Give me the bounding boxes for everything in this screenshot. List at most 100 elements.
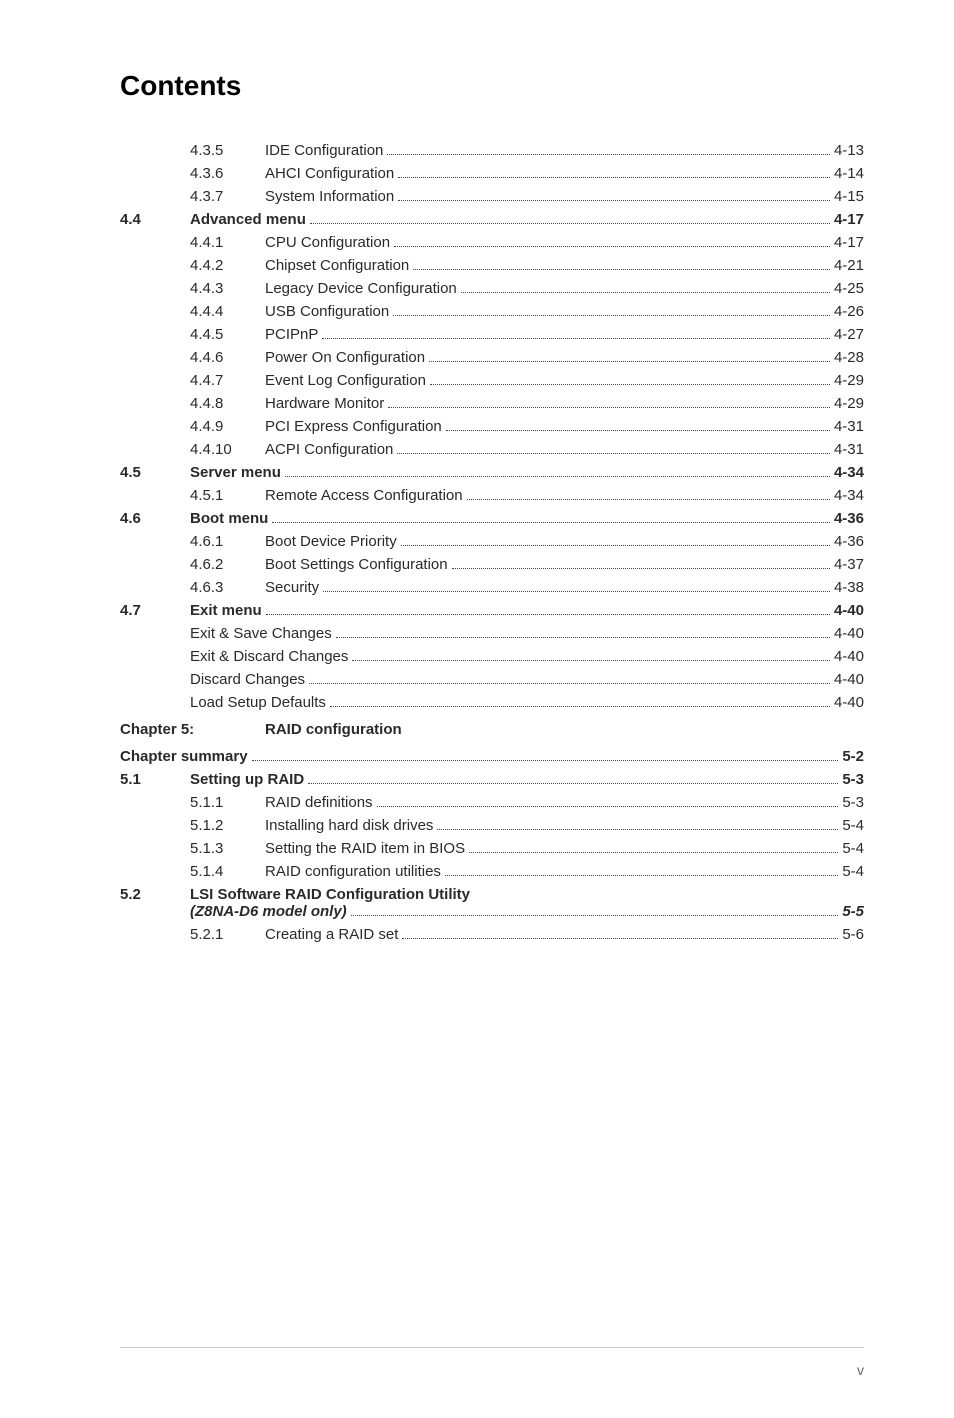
toc-row: 5.1.4RAID configuration utilities 5-4 (120, 863, 864, 880)
toc-container: 4.3.5IDE Configuration 4-134.3.6AHCI Con… (120, 142, 864, 943)
page-ref: 5-3 (842, 794, 864, 811)
section-number: 4.6 (120, 510, 190, 527)
sub-number: 4.4.9 (190, 418, 265, 435)
toc-row: 4.4.10ACPI Configuration 4-31 (120, 441, 864, 458)
page-ref: 4-29 (834, 372, 864, 389)
leader-dots (430, 384, 830, 385)
page-ref: 4-34 (834, 464, 864, 481)
page-title: Contents (120, 70, 864, 102)
page-ref: 5-2 (842, 748, 864, 765)
toc-row: 4.4Advanced menu 4-17 (120, 211, 864, 228)
chapter-label: Chapter 5: (120, 721, 265, 738)
leader-dots (310, 223, 830, 224)
leader-dots (413, 269, 830, 270)
page-ref: 4-27 (834, 326, 864, 343)
sub-title: CPU Configuration (265, 234, 390, 251)
leader-dots (398, 200, 830, 201)
sub-number: 4.6.2 (190, 556, 265, 573)
leader-dots (445, 875, 838, 876)
section-title: Advanced menu (190, 211, 306, 228)
leader-dots (393, 315, 830, 316)
sub-number: 4.6.1 (190, 533, 265, 550)
sub-title: Hardware Monitor (265, 395, 384, 412)
page-ref: 4-15 (834, 188, 864, 205)
page-ref: 4-29 (834, 395, 864, 412)
page-ref: 4-17 (834, 211, 864, 228)
leader-dots (323, 591, 830, 592)
toc-row: 4.4.9PCI Express Configuration 4-31 (120, 418, 864, 435)
leader-dots (266, 614, 830, 615)
section-title: Exit menu (190, 602, 262, 619)
toc-row: 5.1.3Setting the RAID item in BIOS 5-4 (120, 840, 864, 857)
sub-number: 5.2.1 (190, 926, 265, 943)
page-ref: 4-38 (834, 579, 864, 596)
page-ref: 4-25 (834, 280, 864, 297)
sub-title: Remote Access Configuration (265, 487, 463, 504)
sub-number: 4.4.2 (190, 257, 265, 274)
chapter-heading: Chapter 5:RAID configuration (120, 721, 864, 738)
sub-title: Creating a RAID set (265, 926, 398, 943)
leader-dots (336, 637, 830, 638)
page-ref: 5-4 (842, 817, 864, 834)
leader-dots (308, 783, 838, 784)
toc-row: 5.1.1RAID definitions 5-3 (120, 794, 864, 811)
section-title-line1: LSI Software RAID Configuration Utility (190, 886, 470, 903)
sub-number: 4.3.6 (190, 165, 265, 182)
page-ref: 4-36 (834, 510, 864, 527)
sub-title: Power On Configuration (265, 349, 425, 366)
leader-dots (252, 760, 839, 761)
sub-number: 4.4.3 (190, 280, 265, 297)
sub-number: 4.3.7 (190, 188, 265, 205)
section-title: Server menu (190, 464, 281, 481)
page-ref: 4-31 (834, 441, 864, 458)
toc-row: 4.4.8Hardware Monitor 4-29 (120, 395, 864, 412)
toc-row: 5.1Setting up RAID 5-3 (120, 771, 864, 788)
sub-number: 4.4.10 (190, 441, 265, 458)
page-ref: 4-40 (834, 671, 864, 688)
section-number: 4.5 (120, 464, 190, 481)
leader-dots (394, 246, 830, 247)
section-title: Setting up RAID (190, 771, 304, 788)
page-ref: 5-6 (842, 926, 864, 943)
sub-number: 4.5.1 (190, 487, 265, 504)
sub-title: AHCI Configuration (265, 165, 394, 182)
leader-dots (469, 852, 838, 853)
toc-row: 4.6.2Boot Settings Configuration 4-37 (120, 556, 864, 573)
page-ref: 4-36 (834, 533, 864, 550)
toc-row: 4.4.1CPU Configuration 4-17 (120, 234, 864, 251)
page-ref: 4-40 (834, 602, 864, 619)
page-ref: 5-3 (842, 771, 864, 788)
leader-dots (387, 154, 830, 155)
leader-dots (398, 177, 830, 178)
sub-title: Security (265, 579, 319, 596)
section-title: Boot menu (190, 510, 268, 527)
page-ref: 4-31 (834, 418, 864, 435)
sub-title: RAID configuration utilities (265, 863, 441, 880)
leader-dots (397, 453, 830, 454)
page-ref: 4-40 (834, 694, 864, 711)
toc-row: 4.6Boot menu 4-36 (120, 510, 864, 527)
sub-number: 5.1.4 (190, 863, 265, 880)
toc-row: 4.5Server menu 4-34 (120, 464, 864, 481)
leader-dots (322, 338, 830, 339)
toc-row: Exit & Discard Changes 4-40 (120, 648, 864, 665)
toc-row: 5.1.2Installing hard disk drives 5-4 (120, 817, 864, 834)
leader-dots (351, 915, 839, 916)
sub-number: 5.1.3 (190, 840, 265, 857)
toc-row: 4.3.6AHCI Configuration 4-14 (120, 165, 864, 182)
page-ref: 4-34 (834, 487, 864, 504)
leader-dots (467, 499, 830, 500)
section-title-line2: (Z8NA-D6 model only) (190, 903, 347, 920)
footer-line (120, 1347, 864, 1348)
toc-row: 4.4.6Power On Configuration 4-28 (120, 349, 864, 366)
toc-row: 4.7Exit menu 4-40 (120, 602, 864, 619)
toc-row: Load Setup Defaults 4-40 (120, 694, 864, 711)
sub-number: 4.6.3 (190, 579, 265, 596)
leader-dots (437, 829, 838, 830)
sub-title: PCI Express Configuration (265, 418, 442, 435)
sub-number: 5.1.2 (190, 817, 265, 834)
sub-title: USB Configuration (265, 303, 389, 320)
sub-number: 4.4.5 (190, 326, 265, 343)
toc-row: Discard Changes 4-40 (120, 671, 864, 688)
sub-title: Chipset Configuration (265, 257, 409, 274)
